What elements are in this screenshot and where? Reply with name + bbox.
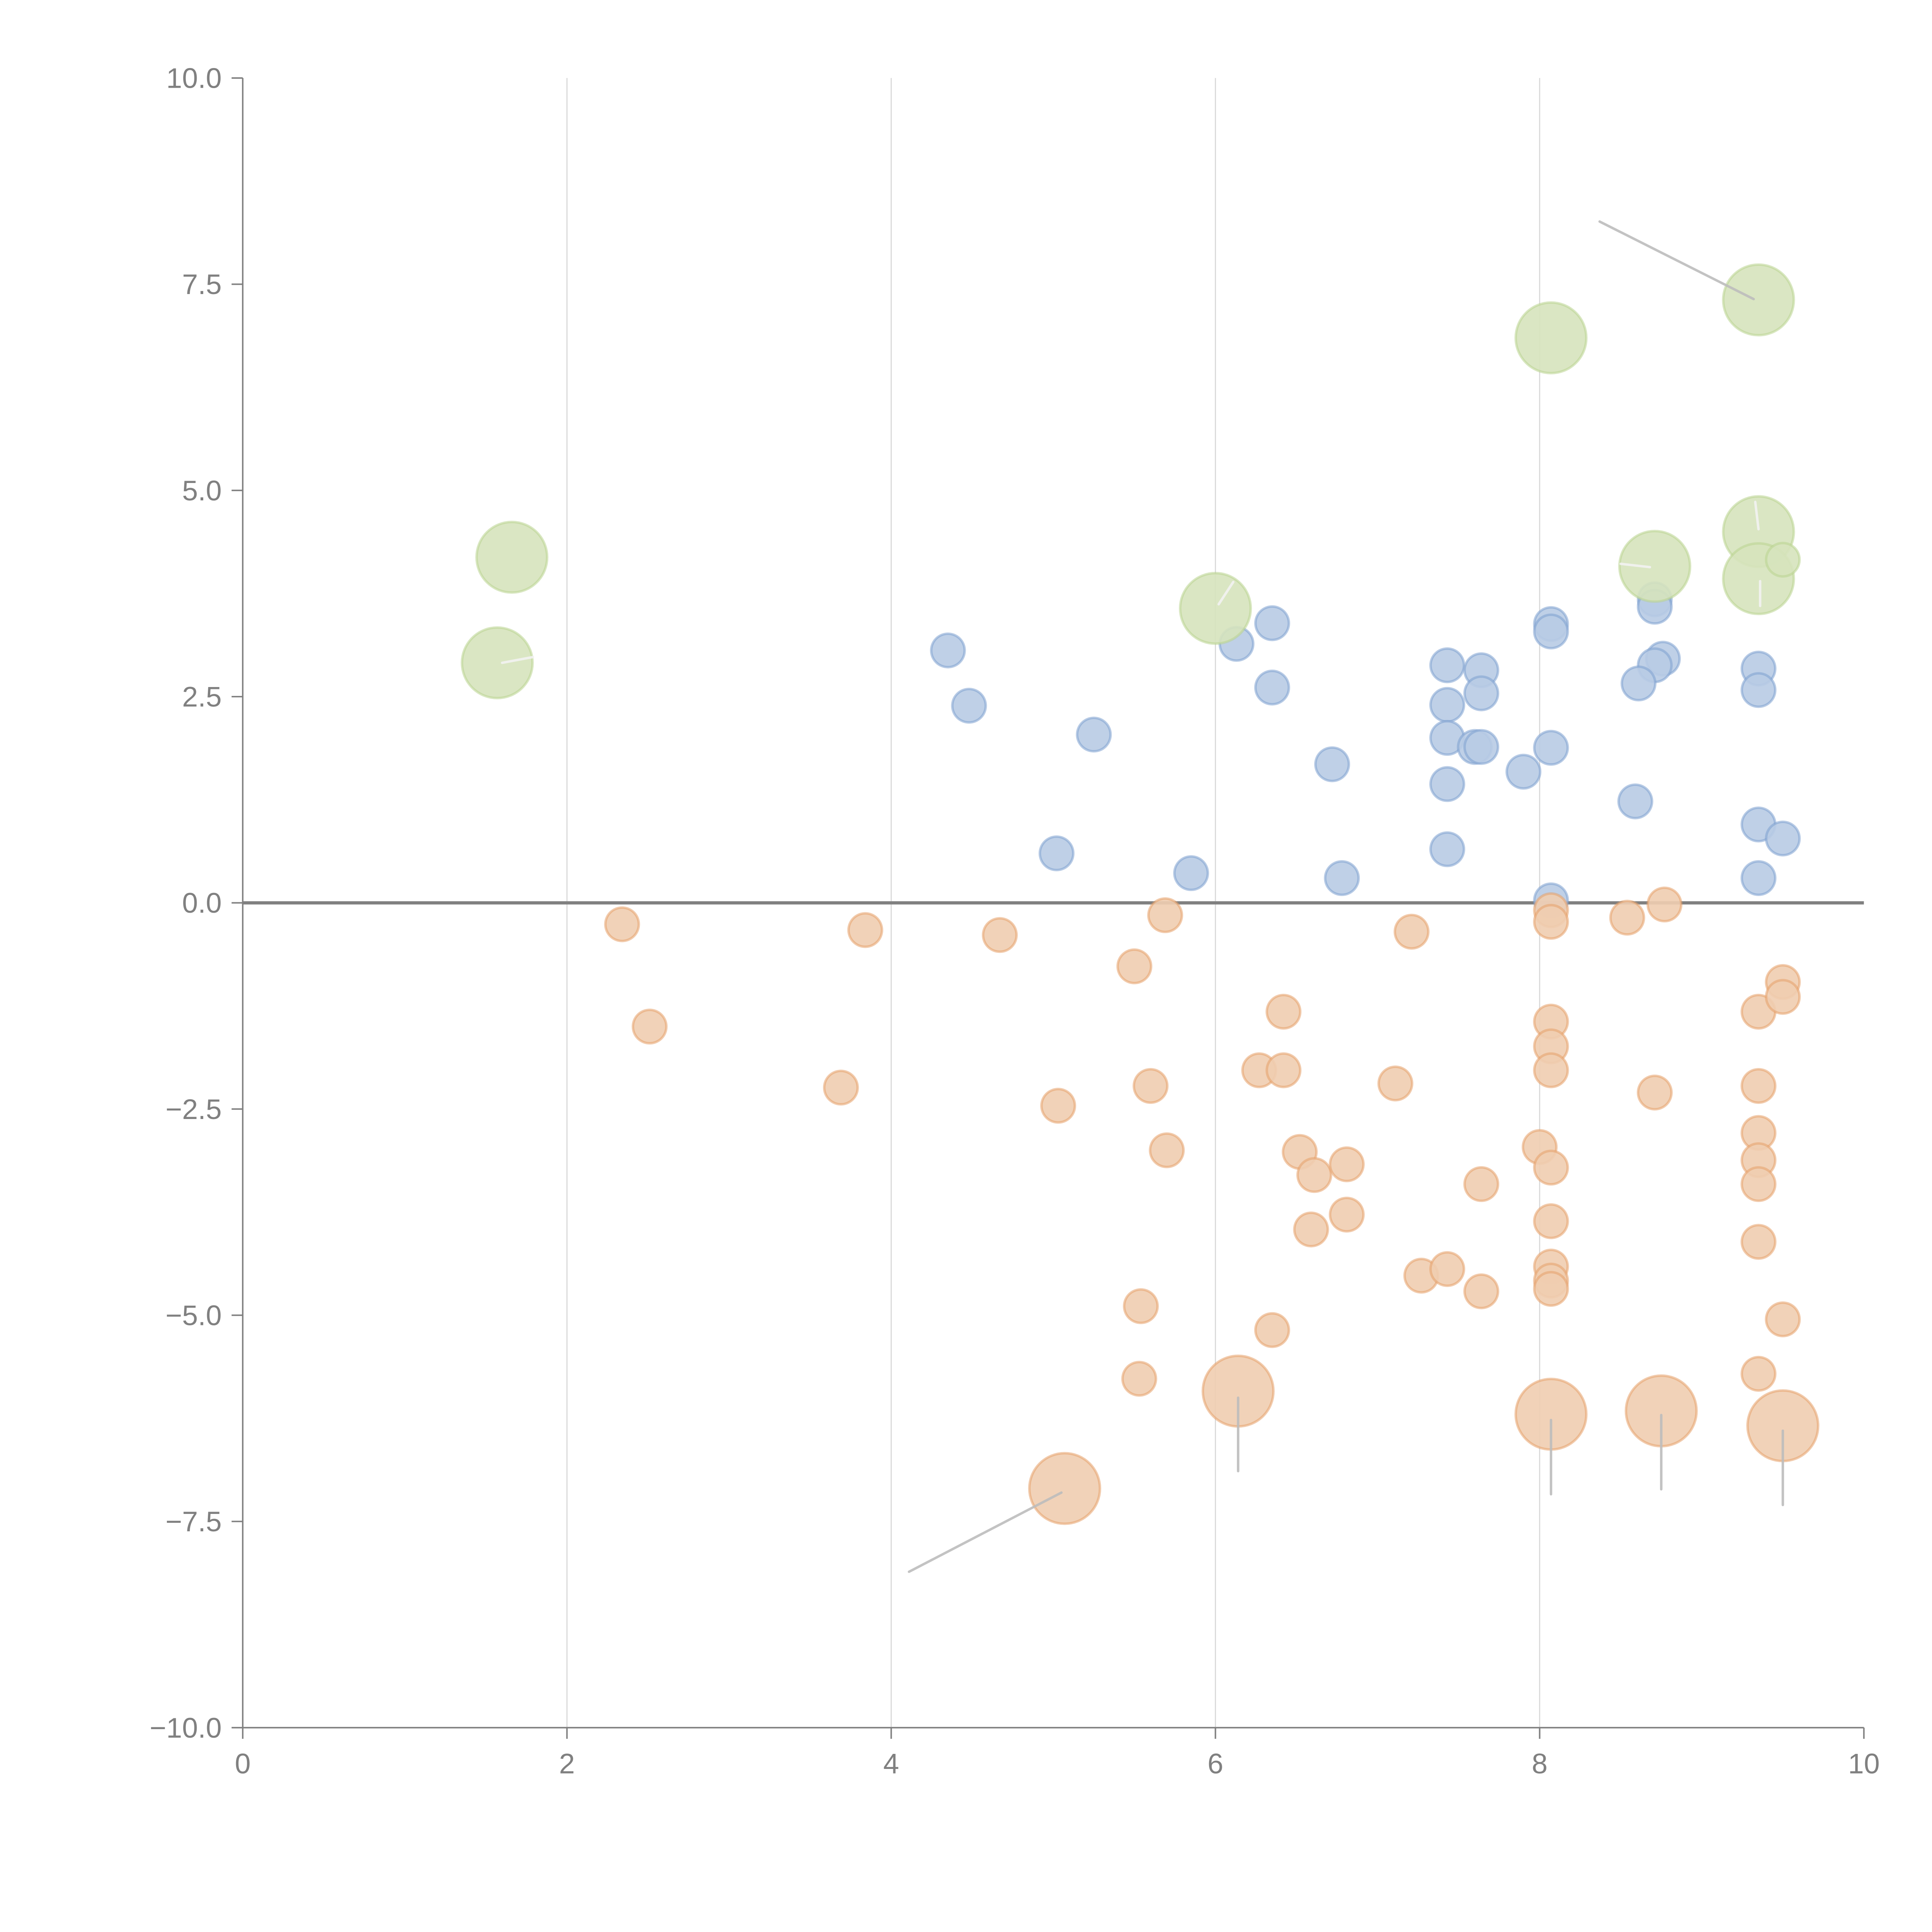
data-point xyxy=(631,1009,668,1045)
data-point xyxy=(1314,746,1350,782)
data-point xyxy=(1463,675,1500,711)
data-point xyxy=(823,1070,859,1106)
data-point xyxy=(1121,1361,1157,1397)
data-point xyxy=(1038,835,1075,871)
annotation-leader-line xyxy=(501,656,534,664)
data-point xyxy=(1740,1068,1777,1104)
data-point xyxy=(1254,605,1290,641)
x-tick-label: 6 xyxy=(1208,1748,1223,1780)
annotation-leader-line xyxy=(1619,563,1651,568)
x-tick-label: 10 xyxy=(1848,1748,1880,1780)
data-point xyxy=(1265,993,1302,1030)
annotation-leader-line xyxy=(908,1491,1063,1573)
x-tick-label: 2 xyxy=(559,1748,575,1780)
data-point xyxy=(1533,1271,1569,1307)
data-point xyxy=(1377,1065,1413,1102)
data-point xyxy=(1463,1273,1500,1310)
annotation-leader-line xyxy=(1598,220,1755,301)
data-point xyxy=(604,906,640,942)
x-tick-label: 4 xyxy=(883,1748,899,1780)
data-point xyxy=(1429,766,1465,802)
data-point xyxy=(1740,672,1777,708)
data-point xyxy=(1765,1301,1801,1337)
data-point xyxy=(1637,1075,1673,1111)
data-points xyxy=(461,263,1820,1525)
data-point xyxy=(1617,783,1653,820)
data-point xyxy=(1533,1052,1569,1088)
data-point xyxy=(1393,913,1430,950)
series-positive xyxy=(930,581,1801,918)
data-point xyxy=(1328,1146,1365,1182)
data-point xyxy=(1429,831,1465,867)
data-point xyxy=(1533,1150,1569,1186)
y-tick-label: 5.0 xyxy=(182,474,221,507)
data-point xyxy=(1621,665,1657,702)
data-point xyxy=(1646,886,1683,923)
data-point xyxy=(1505,753,1542,790)
data-point xyxy=(1740,860,1777,896)
data-point xyxy=(951,687,987,724)
x-tick-label: 0 xyxy=(235,1748,251,1780)
data-point xyxy=(461,626,534,699)
y-tick-label: −10.0 xyxy=(150,1712,222,1744)
y-tick-label: 2.5 xyxy=(182,681,221,713)
data-point xyxy=(1740,1166,1777,1202)
data-point xyxy=(1618,530,1692,603)
data-point xyxy=(1722,263,1795,337)
y-tick-label: 10.0 xyxy=(166,62,221,94)
data-point xyxy=(1254,669,1290,706)
data-point xyxy=(1328,1196,1365,1233)
tick-labels: 0 2 4 6 8 10 10.0 7.5 5.0 2.5 0.0 −2.5 −5.0 −7.5 −10.0 xyxy=(150,62,1879,1780)
data-point xyxy=(1463,1166,1500,1202)
data-point xyxy=(1040,1088,1077,1124)
data-point xyxy=(1463,729,1500,765)
data-point xyxy=(1123,1288,1159,1324)
data-point xyxy=(1429,647,1465,684)
data-point xyxy=(1116,948,1153,985)
data-point xyxy=(1765,979,1801,1015)
data-point xyxy=(1265,1052,1302,1088)
data-point xyxy=(1533,613,1569,650)
data-point xyxy=(1533,730,1569,766)
data-point xyxy=(1179,571,1252,645)
data-point xyxy=(1133,1068,1169,1104)
data-point xyxy=(475,520,549,594)
series-highlighted-small xyxy=(1765,542,1801,578)
data-point xyxy=(1147,897,1183,934)
y-tick-label: 0.0 xyxy=(182,887,221,919)
series-highlighted xyxy=(461,263,1795,699)
data-point xyxy=(1765,542,1801,578)
annotation-leader-line xyxy=(1754,500,1760,531)
data-point xyxy=(1429,1251,1465,1287)
data-point xyxy=(1149,1132,1185,1168)
y-tick-label: 7.5 xyxy=(182,268,221,300)
data-point xyxy=(1765,820,1801,857)
data-point xyxy=(1429,687,1465,723)
data-point xyxy=(982,917,1018,953)
data-point xyxy=(1740,1355,1777,1392)
data-point xyxy=(1514,301,1588,374)
data-point xyxy=(1324,860,1360,896)
annotation-leader-line xyxy=(1217,580,1235,606)
data-point xyxy=(1609,900,1645,936)
data-point xyxy=(930,632,966,668)
data-point xyxy=(1296,1157,1332,1193)
data-point xyxy=(1173,855,1209,891)
x-tick-label: 8 xyxy=(1532,1748,1548,1780)
series-negative-highlighted xyxy=(1028,1354,1820,1525)
y-tick-label: −2.5 xyxy=(165,1093,222,1125)
y-tick-label: −5.0 xyxy=(165,1299,222,1331)
data-point xyxy=(1254,1312,1290,1348)
y-tick-label: −7.5 xyxy=(165,1505,222,1537)
data-point xyxy=(847,912,883,948)
series-negative xyxy=(604,886,1801,1397)
data-point xyxy=(1076,716,1112,753)
data-point xyxy=(1293,1211,1329,1248)
data-point xyxy=(1028,1452,1101,1525)
annotation-leaders xyxy=(501,220,1784,1573)
data-point xyxy=(1740,1224,1777,1260)
data-point xyxy=(1533,904,1569,940)
data-point xyxy=(1533,1203,1569,1239)
